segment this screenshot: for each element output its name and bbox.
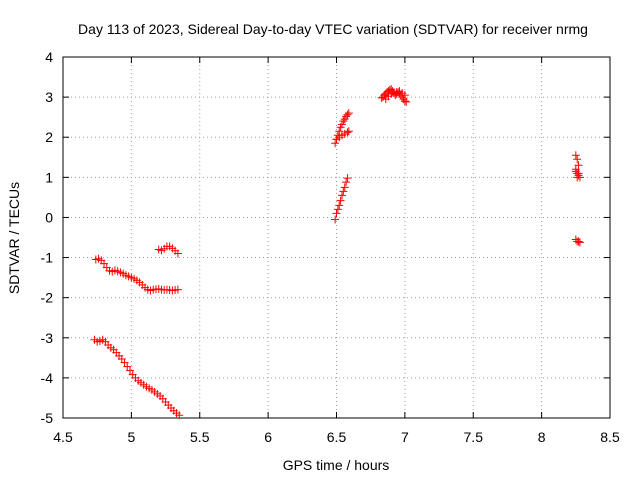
series-track-g	[377, 85, 411, 106]
data-point	[339, 187, 348, 196]
data-point	[335, 201, 344, 210]
series-track-a	[91, 254, 182, 295]
x-tick-label: 6.5	[327, 429, 347, 445]
data-point	[339, 117, 348, 126]
y-tick-label: 0	[45, 209, 53, 225]
data-point	[573, 155, 582, 164]
data-point	[173, 249, 182, 258]
data-point	[123, 362, 132, 371]
data-point	[100, 259, 109, 268]
data-point	[173, 285, 182, 294]
series-track-h	[571, 151, 584, 182]
y-tick-label: 2	[45, 129, 53, 145]
x-tick-label: 5	[127, 429, 135, 445]
x-tick-label: 8.5	[600, 429, 620, 445]
y-tick-label: -2	[41, 290, 54, 306]
x-tick-label: 7.5	[464, 429, 484, 445]
grid	[63, 57, 610, 418]
data-point	[343, 110, 352, 119]
data-point	[336, 196, 345, 205]
data-point	[337, 120, 346, 129]
data-point	[333, 205, 342, 214]
series-track-c	[90, 335, 184, 420]
data-point	[340, 183, 349, 192]
series-track-f	[332, 127, 353, 144]
x-axis-label: GPS time / hours	[283, 457, 390, 473]
series-track-b	[154, 242, 182, 258]
y-tick-label: -4	[41, 370, 54, 386]
y-tick-label: -5	[41, 410, 54, 426]
data-point	[337, 191, 346, 200]
y-tick-label: -1	[41, 250, 54, 266]
data-point	[574, 237, 583, 246]
data-point	[343, 174, 352, 183]
data-point	[574, 161, 583, 170]
series-track-e	[331, 109, 353, 148]
data-point	[574, 169, 583, 178]
y-tick-label: 4	[45, 49, 53, 65]
axis-ticks: 4.5 5 5.5 6 6.5 7 7.5 8 8.5 -5 -4 -3 -2 -1 0 1 2 3 4	[41, 49, 620, 445]
data-point	[571, 151, 580, 160]
data-point	[573, 173, 582, 182]
series-track-d	[331, 174, 352, 224]
y-tick-label: 3	[45, 89, 53, 105]
data-point	[344, 127, 353, 136]
y-axis-label: SDTVAR / TECUs	[6, 182, 22, 294]
x-tick-label: 5.5	[190, 429, 210, 445]
x-tick-label: 8	[538, 429, 546, 445]
data-point	[126, 366, 135, 375]
data-point	[344, 109, 353, 118]
x-tick-label: 7	[401, 429, 409, 445]
series-track-i	[571, 235, 584, 247]
data-marks	[90, 85, 584, 420]
data-point	[175, 411, 184, 420]
chart-title: Day 113 of 2023, Sidereal Day-to-day VTE…	[78, 21, 588, 37]
data-point	[402, 97, 411, 106]
data-point	[331, 139, 340, 148]
data-point	[332, 209, 341, 218]
data-point	[400, 91, 409, 100]
y-tick-label: 1	[45, 169, 53, 185]
x-tick-label: 6	[264, 429, 272, 445]
data-point	[575, 238, 584, 247]
data-point	[331, 215, 340, 224]
y-tick-label: -3	[41, 330, 54, 346]
data-point	[343, 128, 352, 137]
data-point	[342, 178, 351, 187]
data-point	[571, 165, 580, 174]
x-tick-label: 4.5	[53, 429, 73, 445]
data-point	[120, 358, 129, 367]
